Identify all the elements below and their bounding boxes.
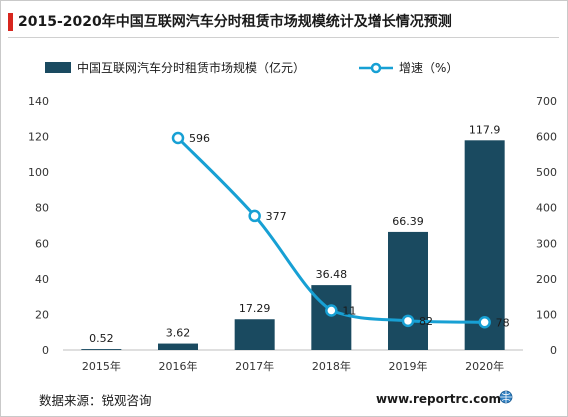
x-tick-label: 2016年 [159,359,198,373]
growth-value-label: 377 [266,210,287,223]
line-series [171,131,491,329]
data-labels: 0.52 3.62 17.29 36.48 66.39 117.9 596 377 11 82 78 [89,123,510,345]
growth-value-label: 82 [419,315,433,328]
left-y-tick-label: 20 [35,308,49,321]
left-y-tick-label: 140 [28,95,49,108]
left-y-tick-label: 100 [28,166,49,179]
bar [464,140,505,350]
title-divider [8,37,559,38]
legend-line-label: 增速（%） [399,61,458,75]
left-y-tick-label: 60 [35,237,49,250]
title-accent-bar [8,13,13,31]
bar [388,231,428,350]
legend-bar-swatch [45,62,71,73]
bar [158,343,198,350]
growth-point [401,314,415,328]
bar-value-label: 117.9 [469,123,501,136]
x-tick-label: 2017年 [235,359,274,373]
left-y-tick-label: 0 [42,344,49,357]
left-y-tick-label: 40 [35,273,49,286]
bar [234,319,275,350]
bar-value-label: 36.48 [316,268,348,281]
bar [81,349,122,350]
growth-point [325,304,338,317]
right-y-tick-label: 300 [536,237,557,250]
bar-value-label: 0.52 [89,332,114,345]
legend-line-marker [370,62,382,74]
axes: 0 20 40 60 80 100 120 140 0 100 200 300 400 500 600 700… [28,95,557,373]
website-link[interactable]: www.reportrc.com [375,392,501,406]
x-tick-label: 2019年 [389,359,428,373]
x-tick-label: 2020年 [465,359,504,373]
right-y-tick-label: 700 [536,95,557,108]
right-y-tick-label: 0 [550,344,557,357]
right-y-tick-label: 400 [536,202,557,215]
source-note: 数据来源：锐观咨询 [39,393,152,408]
growth-point [478,316,491,329]
left-y-tick-label: 120 [28,131,49,144]
bar-value-label: 66.39 [392,215,424,228]
chart-title: 2015-2020年中国互联网汽车分时租赁市场规模统计及增长情况预测 [18,14,452,30]
bar-series [81,140,505,350]
right-y-tick-label: 500 [536,166,557,179]
growth-value-label: 11 [342,305,356,318]
right-y-tick-label: 600 [536,131,557,144]
legend: 中国互联网汽车分时租赁市场规模（亿元） 增速（%） [45,60,458,75]
right-y-tick-label: 100 [536,308,557,321]
growth-point [248,209,261,223]
legend-bar-label: 中国互联网汽车分时租赁市场规模（亿元） [77,60,305,75]
right-y-tick-label: 200 [536,273,557,286]
growth-value-label: 596 [189,132,210,145]
bar-value-label: 17.29 [239,302,271,315]
growth-line [176,136,485,324]
globe-icon [499,390,513,404]
bar [311,285,352,350]
growth-value-label: 78 [496,316,510,329]
left-y-tick-label: 80 [35,202,49,215]
x-tick-label: 2018年 [312,359,351,373]
x-tick-label: 2015年 [82,359,121,373]
bar-value-label: 3.62 [166,327,191,340]
growth-point [171,131,185,145]
